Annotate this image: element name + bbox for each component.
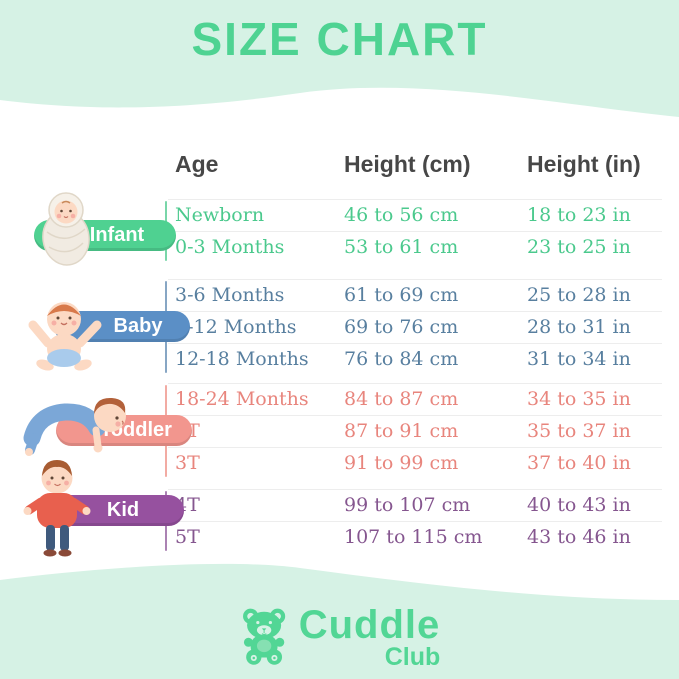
height-in-cell: 18 to 23 in: [527, 204, 631, 226]
brand-wordmark: Cuddle Club: [299, 604, 441, 670]
height-in-cell: 23 to 25 in: [527, 236, 631, 258]
height-cm-cell: 87 to 91 cm: [344, 420, 459, 442]
table-row: 4T 99 to 107 cm 40 to 43 in: [168, 489, 662, 522]
height-in-cell: 25 to 28 in: [527, 284, 631, 306]
height-in-cell: 28 to 31 in: [527, 316, 631, 338]
page-title: SIZE CHART: [191, 13, 488, 65]
toddler-illustration: [23, 397, 126, 456]
table-row: Newborn 46 to 56 cm 18 to 23 in: [168, 199, 662, 232]
age-cell: 3T: [175, 452, 200, 474]
infant-illustration: [42, 192, 90, 266]
table-row: 0-3 Months 53 to 61 cm 23 to 25 in: [168, 231, 662, 264]
column-header-age: Age: [175, 151, 219, 177]
height-cm-cell: 76 to 84 cm: [344, 348, 459, 370]
height-cm-cell: 91 to 99 cm: [344, 452, 459, 474]
column-header-height-in: Height (in): [527, 151, 641, 177]
table-row: 12-18 Months 76 to 84 cm 31 to 34 in: [168, 343, 662, 376]
teddy-bear-icon: [242, 608, 285, 665]
height-in-cell: 34 to 35 in: [527, 388, 631, 410]
height-cm-cell: 46 to 56 cm: [344, 204, 459, 226]
age-cell: Newborn: [175, 204, 265, 226]
height-in-cell: 31 to 34 in: [527, 348, 631, 370]
height-cm-cell: 61 to 69 cm: [344, 284, 459, 306]
height-cm-cell: 84 to 87 cm: [344, 388, 459, 410]
kid-illustration: [23, 460, 91, 557]
age-cell: 6-12 Months: [175, 316, 297, 338]
height-cm-cell: 99 to 107 cm: [344, 494, 471, 516]
table-row: 5T 107 to 115 cm 43 to 46 in: [168, 521, 662, 554]
age-cell: 12-18 Months: [175, 348, 309, 370]
brand-name: Cuddle: [298, 603, 441, 647]
age-cell: 3-6 Months: [175, 284, 285, 306]
height-in-cell: 35 to 37 in: [527, 420, 631, 442]
height-cm-cell: 69 to 76 cm: [344, 316, 459, 338]
brand-logo: Cuddle Club: [0, 604, 679, 670]
brand-subname: Club: [384, 643, 441, 671]
age-cell: 5T: [175, 526, 200, 548]
height-cm-cell: 107 to 115 cm: [344, 526, 483, 548]
height-in-cell: 43 to 46 in: [527, 526, 631, 548]
table-row: 3-6 Months 61 to 69 cm 25 to 28 in: [168, 279, 662, 312]
age-cell: 0-3 Months: [175, 236, 285, 258]
table-row: 2T 87 to 91 cm 35 to 37 in: [168, 415, 662, 448]
table-row: 18-24 Months 84 to 87 cm 34 to 35 in: [168, 383, 662, 416]
height-cm-cell: 53 to 61 cm: [344, 236, 459, 258]
column-header-height-cm: Height (cm): [344, 151, 471, 177]
age-cell: 18-24 Months: [175, 388, 309, 410]
height-in-cell: 37 to 40 in: [527, 452, 631, 474]
baby-illustration: [28, 302, 102, 371]
table-row: 3T 91 to 99 cm 37 to 40 in: [168, 447, 662, 480]
table-row: 6-12 Months 69 to 76 cm 28 to 31 in: [168, 311, 662, 344]
height-in-cell: 40 to 43 in: [527, 494, 631, 516]
